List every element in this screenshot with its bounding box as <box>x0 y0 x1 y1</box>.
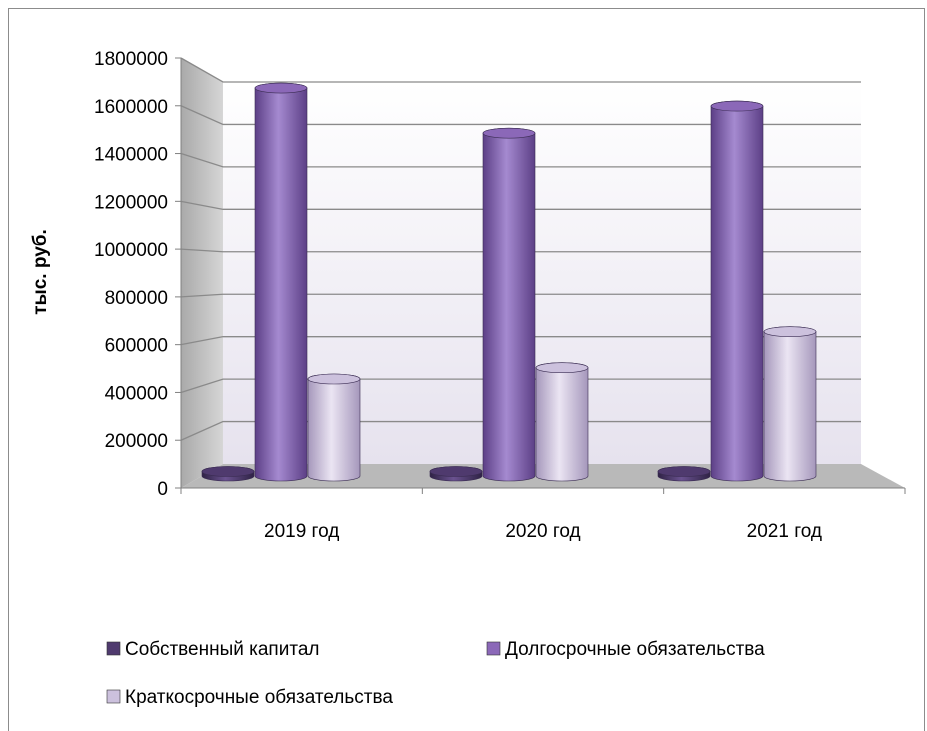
bar <box>535 362 589 482</box>
bar-body <box>307 373 361 482</box>
bar <box>429 466 483 482</box>
bar-body <box>710 100 764 482</box>
bar <box>710 100 764 482</box>
y-tick-label: 600000 <box>105 336 168 357</box>
bars <box>201 82 817 482</box>
legend-label: Краткосрочные обязательства <box>125 687 393 708</box>
bar <box>307 373 361 482</box>
bar <box>763 326 817 482</box>
bar-body <box>254 82 308 482</box>
gridline <box>180 152 861 168</box>
gridline <box>180 336 861 346</box>
bar-top <box>763 326 817 337</box>
legend-swatch <box>106 689 121 704</box>
x-axis: 2019 год 2020 год 2021 год <box>180 487 906 542</box>
legend-item: Собственный капитал <box>106 639 319 660</box>
gridline <box>180 200 861 210</box>
x-tick-label: 2020 год <box>505 521 580 542</box>
gridline <box>180 420 861 441</box>
y-tick-label: 1400000 <box>94 145 168 166</box>
bar-top <box>254 82 308 94</box>
legend-label: Собственный капитал <box>125 639 319 660</box>
bar-top <box>710 100 764 112</box>
legend: Собственный капитал Долгосрочные обязател… <box>106 639 765 708</box>
y-tick-label: 200000 <box>105 431 168 452</box>
gridline <box>180 105 861 126</box>
x-tick-label: 2021 год <box>747 521 822 542</box>
y-tick-label: 1600000 <box>94 97 168 118</box>
legend-label: Долгосрочные обязательства <box>505 639 765 660</box>
gridline <box>180 378 861 394</box>
legend-swatch <box>486 641 501 656</box>
x-tick-label: 2019 год <box>264 521 339 542</box>
bar-body <box>763 326 817 482</box>
bar <box>657 466 711 482</box>
y-axis-ticks: 0 200000 400000 600000 800000 1000000 1200000 1… <box>94 49 182 500</box>
bar <box>201 466 255 482</box>
bar-top <box>482 127 536 139</box>
y-tick-label: 0 <box>157 479 168 500</box>
gridline <box>180 57 861 83</box>
back-wall <box>223 82 861 464</box>
bar-top <box>429 466 483 477</box>
bar-body <box>535 362 589 482</box>
bar-top <box>307 373 361 385</box>
y-tick-label: 800000 <box>105 288 168 309</box>
legend-item: Долгосрочные обязательства <box>486 639 765 660</box>
bar-top <box>657 466 711 477</box>
gridlines <box>180 57 861 441</box>
legend-item: Краткосрочные обязательства <box>106 687 393 708</box>
gridline <box>180 293 861 298</box>
y-tick-label: 1800000 <box>94 49 168 70</box>
bar <box>254 82 308 482</box>
y-tick-label: 400000 <box>105 383 168 404</box>
bar <box>482 127 536 482</box>
chart-frame <box>8 8 925 731</box>
y-tick-label: 1200000 <box>94 192 168 213</box>
bar-top <box>201 466 255 477</box>
side-wall <box>181 58 223 488</box>
bar-top <box>535 362 589 374</box>
bar-body <box>482 127 536 482</box>
y-axis-label: тыс. руб. <box>30 229 51 315</box>
gridline <box>180 248 861 253</box>
legend-swatch <box>106 641 121 656</box>
y-tick-label: 1000000 <box>94 240 168 261</box>
